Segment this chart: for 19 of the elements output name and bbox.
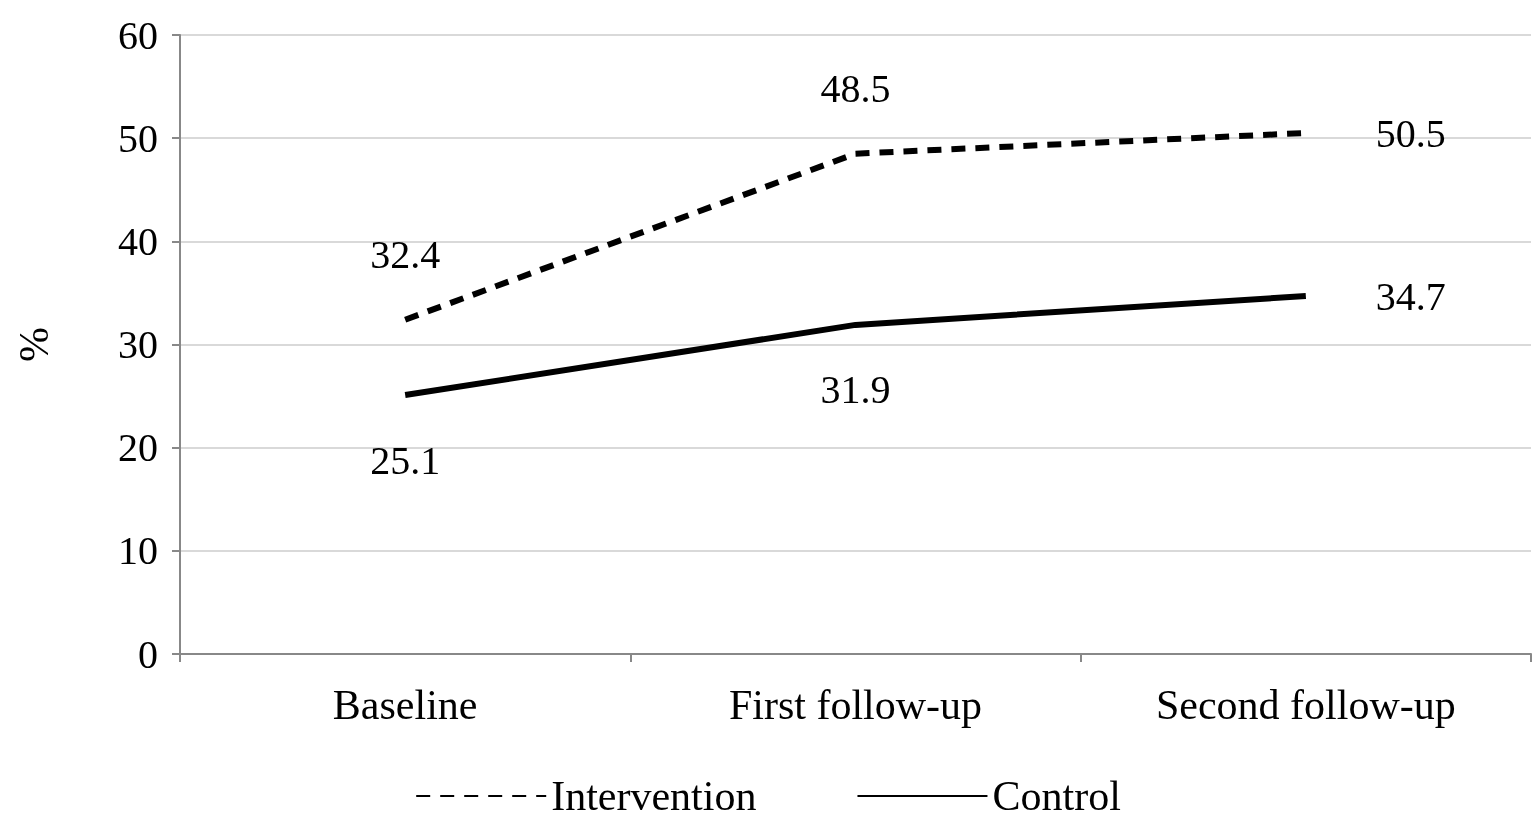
legend-label: Control (992, 773, 1121, 819)
x-tick-label: Baseline (332, 682, 478, 728)
data-label: 34.7 (1375, 273, 1446, 319)
y-tick-label: 50 (118, 115, 158, 161)
data-label: 31.9 (820, 367, 891, 413)
y-axis-title: % (11, 327, 57, 362)
data-label: 32.4 (370, 232, 441, 278)
y-tick-label: 30 (118, 322, 158, 367)
x-tick-label: Second follow-up (1155, 682, 1456, 728)
legend-label: Intervention (551, 773, 757, 819)
data-label: 48.5 (820, 66, 891, 112)
y-tick-label: 20 (118, 425, 158, 471)
data-label: 50.5 (1375, 110, 1446, 156)
y-tick-label: 0 (138, 631, 158, 677)
data-label: 25.1 (370, 437, 441, 483)
y-tick-label: 40 (118, 218, 158, 264)
y-tick-label: 60 (118, 12, 158, 58)
y-tick-label: 10 (118, 528, 158, 574)
x-tick-label: First follow-up (728, 682, 983, 728)
